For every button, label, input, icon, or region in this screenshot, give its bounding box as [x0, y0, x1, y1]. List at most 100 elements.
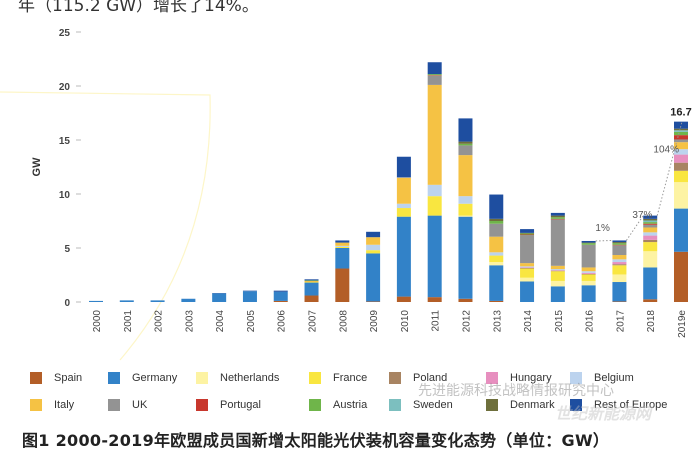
bar-segment-uk: [643, 224, 658, 228]
bar-segment-spain: [304, 295, 319, 302]
bar-segment-italy: [674, 142, 688, 150]
bar-segment-rest-of-europe: [458, 118, 473, 142]
bar-segment-uk: [458, 145, 473, 156]
legend-swatch: [196, 399, 208, 411]
bar-segment-rest-of-europe: [520, 229, 535, 233]
bar-segment-portugal: [674, 135, 688, 140]
growth-connector-line: [626, 215, 644, 241]
bar-segment-netherlands: [550, 280, 565, 287]
bar-segment-belgium: [550, 269, 565, 271]
bar-segment-germany: [335, 248, 350, 269]
bar-segment-denmark: [489, 218, 504, 221]
bar-segment-italy: [366, 237, 381, 245]
bar-segment-netherlands: [612, 274, 627, 283]
legend-swatch: [570, 399, 582, 411]
growth-percent-label: 104%: [653, 145, 679, 156]
bar-segment-france: [643, 242, 658, 252]
bar-segment-netherlands: [458, 215, 473, 217]
legend-swatch: [30, 399, 42, 411]
bar-segment-rest-of-europe: [366, 231, 381, 238]
bar-segment-germany: [458, 216, 473, 299]
bar-segment-france: [304, 282, 319, 283]
bar-segment-austria: [520, 233, 535, 235]
bar-segment-germany: [427, 215, 442, 298]
bar-segment-france: [612, 265, 627, 275]
bar-segment-hungary: [550, 270, 565, 271]
x-tick-label: 2008: [338, 310, 349, 333]
bar-segment-uk: [612, 245, 627, 256]
total-value-label: 16.7: [670, 107, 691, 119]
bar-segment-france: [366, 250, 381, 254]
bar-segment-austria: [581, 243, 596, 245]
bar-segment-germany: [550, 286, 565, 302]
bar-segment-uk: [427, 75, 442, 85]
bar-segment-germany: [89, 300, 103, 302]
bar-segment-belgium: [335, 245, 350, 247]
bar-segment-uk: [674, 139, 688, 143]
bar-segment-spain: [396, 296, 411, 302]
bar-segment-portugal: [612, 244, 627, 246]
bar-segment-spain: [612, 301, 627, 302]
bar-segment-austria: [643, 222, 658, 224]
bar-segment-rest-of-europe: [489, 194, 504, 219]
bar-segment-portugal: [427, 75, 442, 76]
x-tick-label: 2017: [615, 310, 626, 333]
bar-segment-belgium: [520, 266, 535, 268]
bar-segment-spain: [458, 298, 473, 302]
growth-connector-line: [595, 239, 613, 242]
bar-segment-uk: [520, 235, 535, 264]
bar-segment-france: [520, 268, 535, 278]
legend-item: Denmark: [486, 399, 555, 411]
legend-item: Spain: [30, 372, 82, 384]
bar-segment-rest-of-europe: [581, 240, 596, 243]
bar-segment-belgium: [581, 271, 596, 273]
bar-segment-poland: [581, 273, 596, 275]
bar-segment-austria: [427, 74, 442, 76]
bar-segment-france: [489, 255, 504, 263]
stacked-bar-chart: GW 0 5 10 15 20 25 2000 2001 2002 2003 2004 2005 20…: [0, 28, 692, 361]
bar-segment-netherlands: [643, 251, 658, 268]
bar-segment-belgium: [489, 252, 504, 256]
y-tick-label: 0: [64, 298, 70, 309]
bar-segment-denmark: [458, 141, 473, 144]
legend-label: Austria: [333, 399, 368, 411]
bar-segment-germany: [612, 282, 627, 302]
bar-segment-italy: [550, 265, 565, 270]
legend-label: Netherlands: [220, 372, 280, 384]
bar-segment-rest-of-europe: [550, 212, 565, 216]
bar-segment-austria: [612, 243, 627, 245]
legend-label: Hungary: [510, 372, 552, 384]
bar-segment-poland: [550, 270, 565, 272]
x-tick-label: 2002: [154, 310, 165, 333]
bar-segment-austria: [674, 131, 688, 136]
legend-item: UK: [108, 399, 147, 411]
bar-segment-italy: [427, 84, 442, 185]
legend-label: Denmark: [510, 399, 555, 411]
bar-segment-denmark: [550, 215, 565, 218]
legend-label: Portugal: [220, 399, 261, 411]
x-tick-label: 2001: [123, 310, 134, 333]
legend-label: France: [333, 372, 368, 384]
legend-swatch: [108, 372, 120, 384]
bar-segment-netherlands: [581, 280, 596, 286]
x-tick-label: 2014: [523, 310, 534, 333]
bar-segment-austria: [489, 221, 504, 224]
bar-segment-italy: [396, 177, 411, 204]
bar-segment-germany: [304, 282, 319, 296]
bar-segment-poland: [612, 264, 627, 266]
bar-segment-germany: [581, 285, 596, 302]
x-tick-label: 2016: [585, 310, 596, 333]
growth-percent-label: 1%: [595, 223, 610, 234]
growth-percent-label: 37%: [632, 210, 652, 221]
bar-segment-denmark: [643, 218, 658, 221]
bar-segment-rest-of-europe: [304, 279, 319, 281]
legend-item: Portugal: [196, 399, 261, 411]
bar-segment-portugal: [550, 218, 565, 220]
bar-segment-spain: [674, 251, 688, 302]
bar-segment-netherlands: [489, 262, 504, 266]
legend-swatch: [389, 399, 401, 411]
bar-segment-portugal: [643, 223, 658, 225]
x-tick-label: 2010: [400, 310, 411, 333]
legend-item: Rest of Europe: [570, 399, 667, 411]
bar-segment-belgium: [396, 203, 411, 209]
